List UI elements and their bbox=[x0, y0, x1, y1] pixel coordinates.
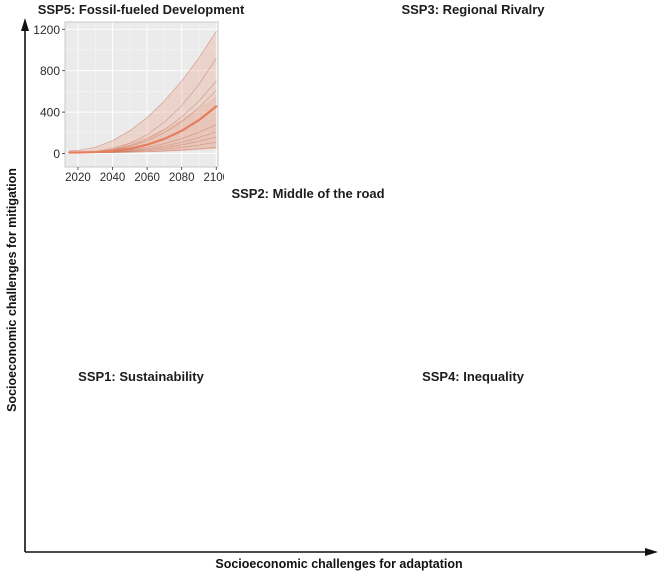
gridlines bbox=[65, 22, 218, 167]
panel-title-ssp4: SSP4: Inequality bbox=[422, 369, 524, 384]
panel-title-ssp5: SSP5: Fossil-fueled Development bbox=[37, 2, 245, 17]
band-edge-line bbox=[68, 30, 217, 152]
scenario-ssp4: SSP4: Inequality bbox=[360, 369, 661, 553]
x-axis-label: Socioeconomic challenges for adaptation bbox=[215, 557, 463, 571]
uncertainty-band bbox=[69, 31, 217, 154]
panel-title-ssp1: SSP1: Sustainability bbox=[78, 369, 204, 384]
svg-text:2020: 2020 bbox=[65, 172, 91, 184]
scenario-ssp1: SSP1: Sustainability bbox=[28, 369, 333, 553]
panel-border bbox=[64, 21, 219, 168]
svg-text:0: 0 bbox=[53, 147, 60, 161]
panel-title-ssp2: SSP2: Middle of the road bbox=[231, 186, 385, 201]
scenario-ssp5: SSP5: Fossil-fueled Development 0 400 800 1… bbox=[28, 2, 333, 186]
axis-ticks: 0 400 800 1200 2020 2040 2060 2080 2100 bbox=[33, 23, 229, 184]
y-axis-label: Socioeconomic challenges for mitigation bbox=[5, 168, 19, 412]
svg-text:2060: 2060 bbox=[134, 172, 160, 184]
svg-text:2080: 2080 bbox=[169, 172, 195, 184]
svg-text:1200: 1200 bbox=[33, 23, 60, 37]
scenario-ssp3: SSP3: Regional Rivalry bbox=[360, 2, 661, 186]
svg-text:2040: 2040 bbox=[100, 172, 126, 184]
uncertainty-band bbox=[69, 95, 217, 154]
scenario-ssp2: SSP2: Middle of the road bbox=[195, 186, 500, 370]
plot-panel bbox=[65, 22, 218, 167]
main-trend-line bbox=[68, 105, 218, 154]
svg-text:2100: 2100 bbox=[203, 172, 224, 184]
svg-text:800: 800 bbox=[40, 64, 60, 78]
ssp5-fan-chart: 0 400 800 1200 2020 2040 2060 2080 2100 bbox=[33, 21, 229, 184]
ssp5-fan-chart-container: 0 400 800 1200 2020 2040 2060 2080 2100 bbox=[28, 20, 229, 189]
svg-text:400: 400 bbox=[40, 106, 60, 120]
panel-title-ssp3: SSP3: Regional Rivalry bbox=[401, 2, 545, 17]
